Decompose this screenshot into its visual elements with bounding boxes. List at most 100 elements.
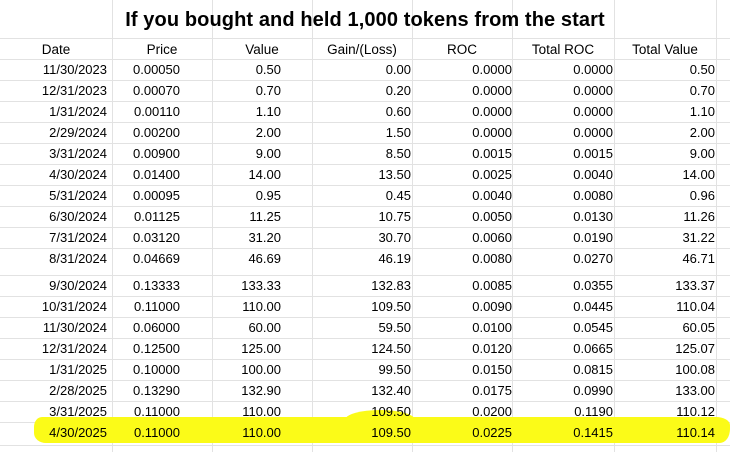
cell-value[interactable]: 14.00	[248, 167, 281, 182]
cell-roc[interactable]: 0.0175	[472, 383, 512, 398]
cell-value[interactable]: 31.20	[248, 230, 281, 245]
cell-date[interactable]: 1/31/2025	[49, 362, 107, 377]
cell-total-value[interactable]: 46.71	[682, 251, 715, 266]
cell-price[interactable]: 0.11000	[133, 425, 180, 440]
cell-roc[interactable]: 0.0000	[472, 83, 512, 98]
cell-gain-loss[interactable]: 8.50	[385, 146, 411, 161]
cell-gain-loss[interactable]: 109.50	[371, 404, 411, 419]
cell-date[interactable]: 3/31/2025	[49, 404, 107, 419]
cell-price[interactable]: 0.01400	[133, 167, 180, 182]
cell-total-roc[interactable]: 0.0270	[573, 251, 613, 266]
cell-date[interactable]: 10/31/2024	[41, 299, 107, 314]
cell-value[interactable]: 2.00	[255, 125, 281, 140]
cell-date[interactable]: 4/30/2025	[49, 425, 107, 440]
cell-total-roc[interactable]: 0.0080	[573, 188, 613, 203]
cell-roc[interactable]: 0.0085	[472, 278, 512, 293]
cell-value[interactable]: 110.00	[242, 299, 281, 314]
cell-price[interactable]: 0.00070	[133, 83, 180, 98]
cell-gain-loss[interactable]: 132.40	[371, 383, 411, 398]
cell-price[interactable]: 0.13333	[133, 278, 180, 293]
cell-total-roc[interactable]: 0.0815	[573, 362, 613, 377]
cell-total-value[interactable]: 1.10	[689, 104, 715, 119]
cell-roc[interactable]: 0.0100	[472, 320, 512, 335]
header-roc[interactable]: ROC	[447, 42, 477, 57]
cell-date[interactable]: 1/31/2024	[49, 104, 107, 119]
cell-price[interactable]: 0.11000	[133, 299, 180, 314]
cell-roc[interactable]: 0.0060	[472, 230, 512, 245]
cell-gain-loss[interactable]: 30.70	[378, 230, 411, 245]
cell-total-value[interactable]: 2.00	[689, 125, 715, 140]
cell-roc[interactable]: 0.0050	[472, 209, 512, 224]
cell-gain-loss[interactable]: 10.75	[378, 209, 411, 224]
cell-roc[interactable]: 0.0225	[472, 425, 512, 440]
cell-price[interactable]: 0.04669	[133, 251, 180, 266]
cell-value[interactable]: 46.69	[248, 251, 281, 266]
cell-total-roc[interactable]: 0.0990	[573, 383, 613, 398]
cell-gain-loss[interactable]: 109.50	[371, 299, 411, 314]
cell-date[interactable]: 2/28/2025	[49, 383, 107, 398]
cell-gain-loss[interactable]: 109.50	[371, 425, 411, 440]
cell-value[interactable]: 125.00	[241, 341, 281, 356]
cell-roc[interactable]: 0.0040	[472, 188, 512, 203]
cell-value[interactable]: 1.10	[255, 104, 281, 119]
cell-total-roc[interactable]: 0.0000	[573, 83, 613, 98]
cell-date[interactable]: 8/31/2024	[49, 251, 107, 266]
cell-gain-loss[interactable]: 132.83	[371, 278, 411, 293]
cell-value[interactable]: 132.90	[241, 383, 281, 398]
cell-value[interactable]: 100.00	[241, 362, 281, 377]
cell-price[interactable]: 0.00095	[133, 188, 180, 203]
cell-value[interactable]: 0.95	[255, 188, 281, 203]
cell-total-roc[interactable]: 0.0015	[573, 146, 613, 161]
cell-date[interactable]: 4/30/2024	[49, 167, 107, 182]
cell-roc[interactable]: 0.0025	[472, 167, 512, 182]
cell-date[interactable]: 6/30/2024	[49, 209, 107, 224]
cell-date[interactable]: 11/30/2024	[42, 320, 107, 335]
cell-roc[interactable]: 0.0000	[472, 104, 512, 119]
cell-total-roc[interactable]: 0.0190	[573, 230, 613, 245]
cell-value[interactable]: 9.00	[255, 146, 281, 161]
cell-roc[interactable]: 0.0120	[472, 341, 512, 356]
cell-date[interactable]: 12/31/2023	[41, 83, 107, 98]
cell-total-value[interactable]: 0.96	[689, 188, 715, 203]
cell-total-roc[interactable]: 0.1415	[573, 425, 613, 440]
cell-total-roc[interactable]: 0.0000	[573, 62, 613, 77]
cell-roc[interactable]: 0.0080	[472, 251, 512, 266]
cell-gain-loss[interactable]: 0.45	[385, 188, 411, 203]
cell-roc[interactable]: 0.0150	[472, 362, 512, 377]
cell-total-roc[interactable]: 0.0545	[573, 320, 613, 335]
cell-date[interactable]: 11/30/2023	[42, 62, 107, 77]
cell-total-value[interactable]: 11.26	[683, 209, 715, 224]
cell-gain-loss[interactable]: 0.20	[385, 83, 411, 98]
cell-price[interactable]: 0.12500	[133, 341, 180, 356]
cell-total-roc[interactable]: 0.0000	[573, 125, 613, 140]
cell-total-roc[interactable]: 0.1190	[574, 404, 613, 419]
cell-gain-loss[interactable]: 59.50	[378, 320, 411, 335]
cell-total-value[interactable]: 0.70	[689, 83, 715, 98]
cell-date[interactable]: 2/29/2024	[49, 125, 107, 140]
cell-value[interactable]: 0.70	[255, 83, 281, 98]
header-total-roc[interactable]: Total ROC	[531, 42, 595, 57]
cell-gain-loss[interactable]: 46.19	[378, 251, 411, 266]
header-date[interactable]: Date	[41, 42, 71, 57]
cell-price[interactable]: 0.10000	[133, 362, 180, 377]
cell-date[interactable]: 5/31/2024	[49, 188, 107, 203]
cell-value[interactable]: 133.33	[241, 278, 281, 293]
cell-total-value[interactable]: 125.07	[675, 341, 715, 356]
cell-total-roc[interactable]: 0.0000	[573, 104, 613, 119]
cell-roc[interactable]: 0.0000	[472, 62, 512, 77]
cell-roc[interactable]: 0.0000	[472, 125, 512, 140]
cell-total-value[interactable]: 133.37	[675, 278, 715, 293]
cell-value[interactable]: 60.00	[248, 320, 281, 335]
cell-total-value[interactable]: 14.00	[682, 167, 715, 182]
header-value[interactable]: Value	[245, 42, 279, 57]
cell-date[interactable]: 12/31/2024	[41, 341, 107, 356]
cell-value[interactable]: 0.50	[255, 62, 281, 77]
cell-price[interactable]: 0.01125	[133, 209, 180, 224]
cell-gain-loss[interactable]: 13.50	[378, 167, 411, 182]
cell-total-value[interactable]: 133.00	[675, 383, 715, 398]
header-price[interactable]: Price	[146, 42, 178, 57]
cell-total-roc[interactable]: 0.0040	[573, 167, 613, 182]
cell-total-value[interactable]: 110.14	[676, 425, 715, 440]
cell-gain-loss[interactable]: 1.50	[385, 125, 411, 140]
cell-total-value[interactable]: 110.12	[676, 404, 715, 419]
